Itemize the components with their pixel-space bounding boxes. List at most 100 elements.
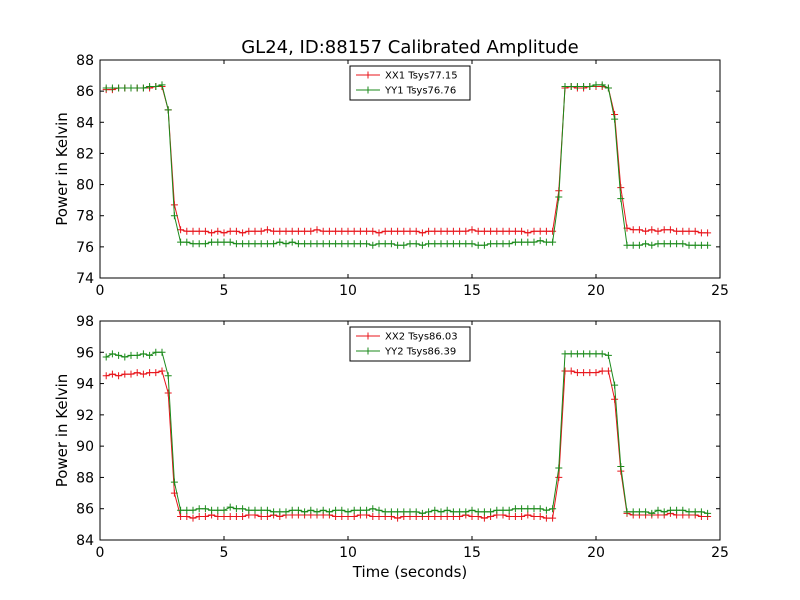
y-axis-label: Power in Kelvin [53, 112, 71, 226]
legend-box [349, 65, 471, 101]
data-point [654, 506, 662, 514]
data-point [332, 513, 340, 521]
data-point [449, 227, 457, 235]
data-point [338, 227, 346, 235]
data-point [629, 241, 637, 249]
data-point [518, 227, 526, 235]
data-point [437, 240, 445, 248]
data-point [152, 82, 160, 90]
data-point [412, 227, 420, 235]
data-point [555, 464, 563, 472]
data-point [580, 369, 588, 377]
data-point [697, 229, 705, 237]
data-point [580, 82, 588, 90]
data-point [443, 240, 451, 248]
data-point [158, 348, 166, 356]
data-point [146, 82, 154, 90]
data-point [474, 241, 482, 249]
data-point [549, 238, 557, 246]
x-tick-label: 25 [711, 545, 729, 561]
data-point [536, 505, 544, 513]
data-point [394, 227, 402, 235]
series-line-2 [106, 84, 708, 246]
data-point [294, 227, 302, 235]
data-point [542, 238, 550, 246]
data-point [660, 508, 668, 516]
data-point [189, 227, 197, 235]
data-point [152, 348, 160, 356]
data-point [369, 505, 377, 513]
data-point [617, 195, 625, 203]
data-point [257, 506, 265, 514]
data-point [611, 395, 619, 403]
data-point [425, 508, 433, 516]
data-point [139, 84, 147, 92]
data-point [648, 241, 656, 249]
data-point [257, 240, 265, 248]
data-point [623, 508, 631, 516]
data-point [177, 506, 185, 514]
data-point [617, 184, 625, 192]
y-tick-label: 98 [76, 314, 94, 330]
data-point [102, 353, 110, 361]
data-point [195, 513, 203, 521]
data-point [573, 369, 581, 377]
data-point [189, 506, 197, 514]
data-point [437, 508, 445, 516]
data-point [375, 513, 383, 521]
data-point [505, 227, 513, 235]
data-point [666, 240, 674, 248]
data-point [381, 508, 389, 516]
data-point [573, 350, 581, 358]
data-point [499, 506, 507, 514]
data-point [406, 227, 414, 235]
data-point [170, 212, 178, 220]
data-point [232, 227, 240, 235]
data-point [412, 240, 420, 248]
legend-box [349, 326, 471, 362]
data-point [332, 240, 340, 248]
x-tick-label: 10 [339, 283, 357, 299]
data-point [425, 227, 433, 235]
data-point [642, 240, 650, 248]
legend-marker [364, 332, 372, 340]
data-point [524, 229, 532, 237]
data-point [418, 509, 426, 517]
data-point [449, 508, 457, 516]
data-point [251, 506, 259, 514]
data-point [108, 350, 116, 358]
data-point [536, 227, 544, 235]
data-point [170, 478, 178, 486]
data-point [220, 513, 228, 521]
data-point [511, 238, 519, 246]
data-point [133, 84, 141, 92]
data-point [704, 229, 712, 237]
data-point [183, 513, 191, 521]
data-point [232, 513, 240, 521]
data-point [704, 509, 712, 517]
data-point [158, 367, 166, 375]
data-point [648, 226, 656, 234]
data-point [189, 240, 197, 248]
data-point [133, 369, 141, 377]
data-point [195, 227, 203, 235]
data-point [251, 227, 259, 235]
data-point [307, 240, 315, 248]
data-point [282, 240, 290, 248]
data-point [542, 514, 550, 522]
data-point [443, 513, 451, 521]
data-point [524, 505, 532, 513]
data-point [400, 227, 408, 235]
data-point [257, 513, 265, 521]
data-point [263, 513, 271, 521]
x-tick-label: 25 [711, 283, 729, 299]
data-point [338, 506, 346, 514]
data-point [611, 381, 619, 389]
data-point [183, 506, 191, 514]
data-point [673, 240, 681, 248]
data-point [518, 513, 526, 521]
data-point [301, 227, 309, 235]
data-point [456, 240, 464, 248]
legend-marker [364, 71, 372, 79]
data-point [239, 229, 247, 237]
